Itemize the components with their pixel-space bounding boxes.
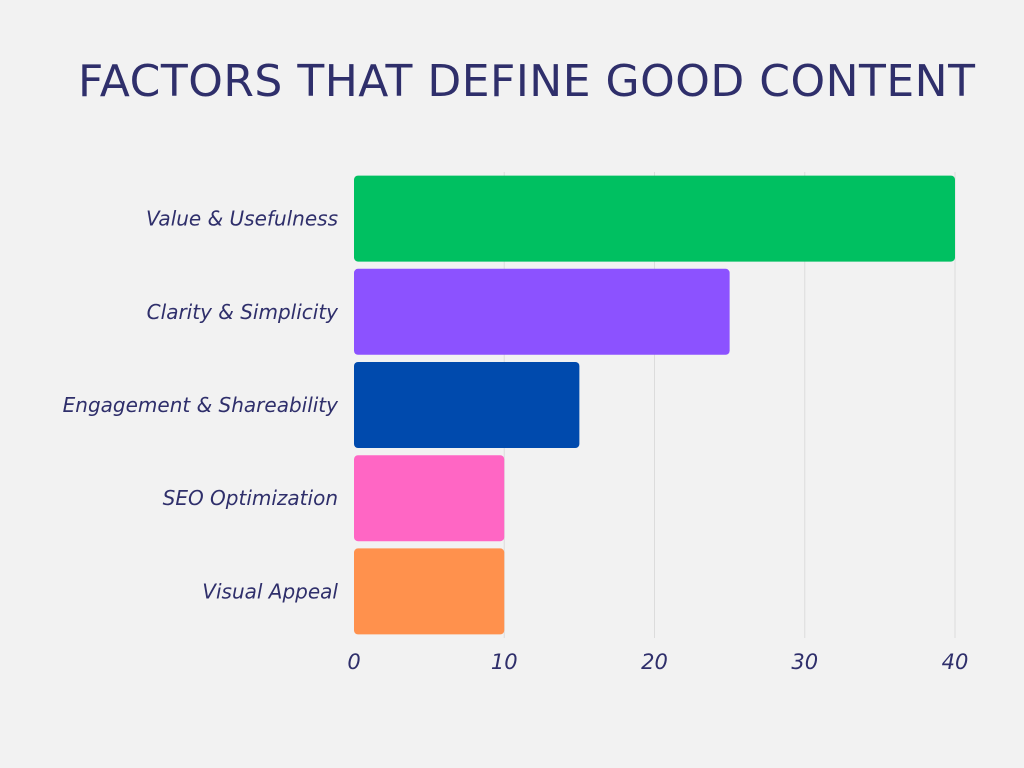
bar-2 — [354, 362, 580, 448]
x-tick-label-40: 40 — [942, 650, 969, 674]
category-label-3: SEO Optimization — [163, 486, 338, 510]
chart-title: FACTORS THAT DEFINE GOOD CONTENT — [78, 56, 976, 107]
x-tick-label-10: 10 — [491, 650, 518, 674]
bar-0 — [354, 175, 955, 262]
x-tick-label-0: 0 — [347, 650, 360, 674]
category-label-1: Clarity & Simplicity — [147, 300, 339, 324]
category-label-0: Value & Usefulness — [146, 207, 338, 231]
bar-4 — [354, 548, 505, 635]
bar-1 — [354, 268, 730, 355]
category-label-2: Engagement & Shareability — [63, 393, 339, 417]
bar-3 — [354, 455, 505, 542]
category-label-4: Visual Appeal — [202, 579, 338, 603]
x-tick-label-30: 30 — [791, 650, 818, 674]
x-tick-label-20: 20 — [641, 650, 668, 674]
